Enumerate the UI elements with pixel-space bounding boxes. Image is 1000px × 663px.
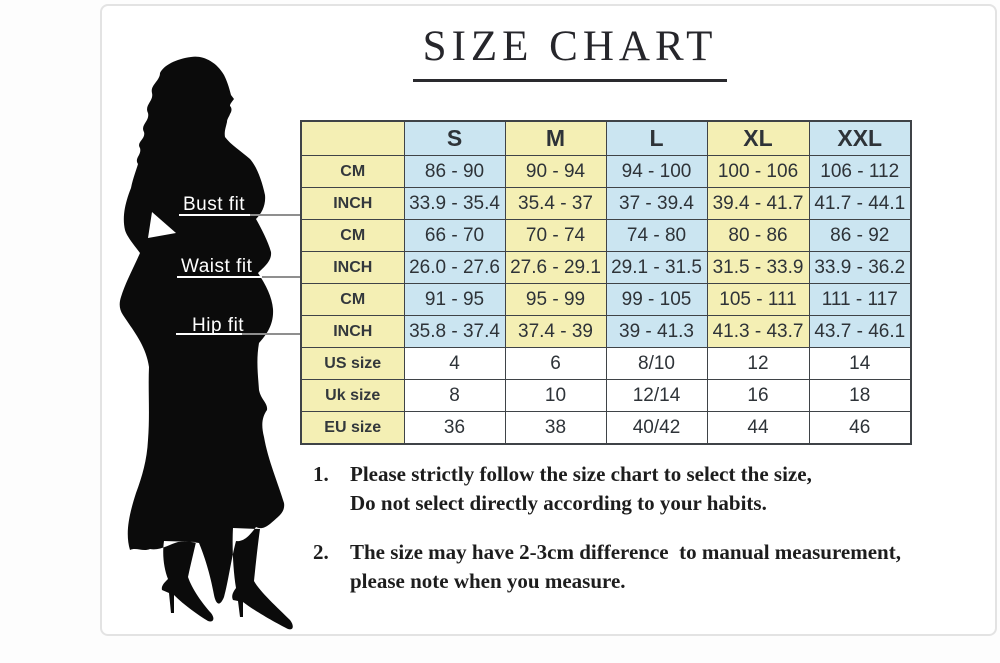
row-label: INCH [300,315,405,348]
note-2-line-2: please note when you measure. [350,569,626,593]
table-row-bust-cm: CM 86 - 90 90 - 94 94 - 100 100 - 106 10… [300,155,912,188]
size-cell: 86 - 92 [808,219,912,252]
size-cell: 33.9 - 36.2 [808,251,912,284]
size-cell: 35.4 - 37 [504,187,607,220]
row-label: INCH [300,187,405,220]
table-row-eu-size: EU size 36 38 40/42 44 46 [300,411,912,445]
size-cell: 33.9 - 35.4 [403,187,506,220]
row-label: US size [300,347,405,380]
size-cell: 39.4 - 41.7 [706,187,810,220]
note-2-line-1: The size may have 2-3cm difference to ma… [350,540,901,564]
size-cell: 86 - 90 [403,155,506,188]
size-cell: 6 [504,347,607,380]
size-cell: 8 [403,379,506,412]
note-1-text: Please strictly follow the size chart to… [350,460,812,518]
title-underline [413,79,727,82]
hip-pointer-underline [176,333,242,335]
size-cell: 36 [403,411,506,445]
table-row-bust-inch: INCH 33.9 - 35.4 35.4 - 37 37 - 39.4 39.… [300,187,912,220]
size-cell: 95 - 99 [504,283,607,316]
size-cell: 66 - 70 [403,219,506,252]
size-cell: 105 - 111 [706,283,810,316]
corner-cell [300,120,405,156]
size-col-header-s: S [403,120,506,156]
size-cell: 10 [504,379,607,412]
row-label: CM [300,219,405,252]
size-cell: 44 [706,411,810,445]
size-cell: 90 - 94 [504,155,607,188]
size-cell: 74 - 80 [605,219,708,252]
size-cell: 70 - 74 [504,219,607,252]
size-cell: 35.8 - 37.4 [403,315,506,348]
table-header-row: S M L XL XXL [300,120,912,156]
table-row-hip-cm: CM 91 - 95 95 - 99 99 - 105 105 - 111 11… [300,283,912,316]
bust-pointer-underline [179,214,250,216]
size-cell: 80 - 86 [706,219,810,252]
size-cell: 12 [706,347,810,380]
note-1-line-2: Do not select directly according to your… [350,491,767,515]
size-cell: 4 [403,347,506,380]
size-cell: 46 [808,411,912,445]
size-cell: 26.0 - 27.6 [403,251,506,284]
row-label: CM [300,283,405,316]
size-chart-table: S M L XL XXL CM 86 - 90 90 - 94 94 - 100… [300,120,912,445]
size-cell: 41.7 - 44.1 [808,187,912,220]
size-cell: 40/42 [605,411,708,445]
size-cell: 29.1 - 31.5 [605,251,708,284]
note-2-number: 2. [313,540,329,564]
size-cell: 14 [808,347,912,380]
table-row-waist-cm: CM 66 - 70 70 - 74 74 - 80 80 - 86 86 - … [300,219,912,252]
size-cell: 111 - 117 [808,283,912,316]
note-2-text: The size may have 2-3cm difference to ma… [350,538,901,596]
table-row-us-size: US size 4 6 8/10 12 14 [300,347,912,380]
row-label: CM [300,155,405,188]
size-col-header-xxl: XXL [808,120,912,156]
page-title: SIZE CHART [422,23,718,70]
table-row-hip-inch: INCH 35.8 - 37.4 37.4 - 39 39 - 41.3 41.… [300,315,912,348]
size-cell: 8/10 [605,347,708,380]
size-cell: 100 - 106 [706,155,810,188]
row-label: INCH [300,251,405,284]
note-1-number: 1. [313,462,329,486]
waist-fit-label: Waist fit [181,256,253,277]
size-cell: 91 - 95 [403,283,506,316]
size-cell: 31.5 - 33.9 [706,251,810,284]
size-cell: 41.3 - 43.7 [706,315,810,348]
size-cell: 18 [808,379,912,412]
note-2: 2. The size may have 2-3cm difference to… [313,538,901,596]
size-cell: 94 - 100 [605,155,708,188]
size-cell: 27.6 - 29.1 [504,251,607,284]
size-cell: 37 - 39.4 [605,187,708,220]
note-1-line-1: Please strictly follow the size chart to… [350,462,812,486]
size-cell: 12/14 [605,379,708,412]
table-row-waist-inch: INCH 26.0 - 27.6 27.6 - 29.1 29.1 - 31.5… [300,251,912,284]
waist-pointer-underline [177,276,262,278]
woman-silhouette-illustration [119,56,293,630]
size-cell: 38 [504,411,607,445]
size-cell: 16 [706,379,810,412]
size-col-header-xl: XL [706,120,810,156]
size-cell: 37.4 - 39 [504,315,607,348]
size-col-header-l: L [605,120,708,156]
size-col-header-m: M [504,120,607,156]
size-cell: 39 - 41.3 [605,315,708,348]
size-cell: 99 - 105 [605,283,708,316]
size-cell: 106 - 112 [808,155,912,188]
table-row-uk-size: Uk size 8 10 12/14 16 18 [300,379,912,412]
bust-fit-label: Bust fit [183,194,246,215]
row-label: Uk size [300,379,405,412]
size-cell: 43.7 - 46.1 [808,315,912,348]
hip-fit-label: Hip fit [192,315,245,336]
row-label: EU size [300,411,405,445]
note-1: 1. Please strictly follow the size chart… [313,460,812,518]
